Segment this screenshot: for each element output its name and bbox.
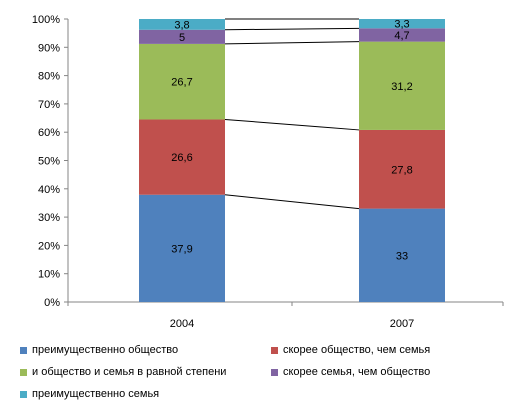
y-tick-label: 0% (44, 297, 60, 309)
axes: 0% 10% 20% 30% 40% 50% 60% 70% 80% 90% 100% 2004 200… (32, 14, 504, 330)
y-tick-label: 10% (38, 269, 60, 281)
legend: преимущественно общество скорее общество,… (0, 336, 515, 408)
bars (139, 19, 445, 302)
data-label: 4,7 (394, 30, 409, 42)
legend-item: скорее общество, чем семья (271, 344, 430, 356)
data-label: 31,2 (391, 81, 412, 93)
legend-swatch (271, 346, 278, 354)
legend-swatch (271, 368, 278, 376)
data-label: 33 (396, 250, 408, 262)
bar-segment (359, 28, 445, 42)
legend-label: скорее общество, чем семья (283, 344, 431, 356)
legend-swatch (20, 368, 27, 376)
x-tick-label: 2007 (390, 318, 414, 330)
series-line (224, 41, 360, 45)
legend-item: и общество и семья в равной степени (20, 366, 226, 378)
series-lines (224, 18, 360, 210)
legend-label: и общество и семья в равной степени (32, 366, 227, 378)
bar-segment (139, 194, 225, 302)
data-label: 3,3 (394, 19, 409, 31)
bar-segment (139, 19, 225, 30)
series-line (224, 27, 360, 31)
x-tick-label: 2004 (170, 318, 194, 330)
series-line (224, 118, 360, 131)
legend-swatch (20, 346, 27, 354)
legend-label: преимущественно общество (32, 344, 179, 356)
bar-segment (139, 43, 225, 120)
y-tick-label: 90% (38, 42, 60, 54)
y-tick-label: 80% (38, 71, 60, 83)
y-tick-label: 50% (38, 156, 60, 168)
data-label: 26,7 (171, 77, 192, 89)
bar-segment (359, 208, 445, 302)
data-label: 26,6 (171, 152, 192, 164)
bar-segment (139, 119, 225, 195)
legend-label: преимущественно семья (32, 388, 160, 400)
y-tick-label: 70% (38, 99, 60, 111)
y-tick-label: 20% (38, 240, 60, 252)
bar-segment (139, 29, 225, 44)
bar-segment (359, 129, 445, 209)
legend-item: преимущественно семья (20, 388, 159, 400)
data-label: 37,9 (171, 243, 192, 255)
legend-swatch (20, 390, 27, 398)
series-line (224, 194, 360, 210)
y-tick-label: 60% (38, 127, 60, 139)
y-tick-label: 100% (32, 14, 60, 26)
legend-item: преимущественно общество (20, 344, 178, 356)
stacked-bar-chart: 0% 10% 20% 30% 40% 50% 60% 70% 80% 90% 100% 2004 200… (32, 14, 504, 330)
bar-segment (359, 41, 445, 130)
data-label: 27,8 (391, 164, 412, 176)
legend-label: скорее семья, чем общество (283, 366, 431, 378)
y-tick-label: 40% (38, 184, 60, 196)
bar-segment (359, 19, 445, 29)
data-label: 3,8 (174, 19, 189, 31)
data-label: 5 (179, 32, 185, 44)
data-labels: 37,9 26,6 26,7 53,8 33 27,8 31,2 4,73,3 (171, 19, 412, 263)
y-tick-label: 30% (38, 212, 60, 224)
legend-item: скорее семья, чем общество (271, 366, 430, 378)
